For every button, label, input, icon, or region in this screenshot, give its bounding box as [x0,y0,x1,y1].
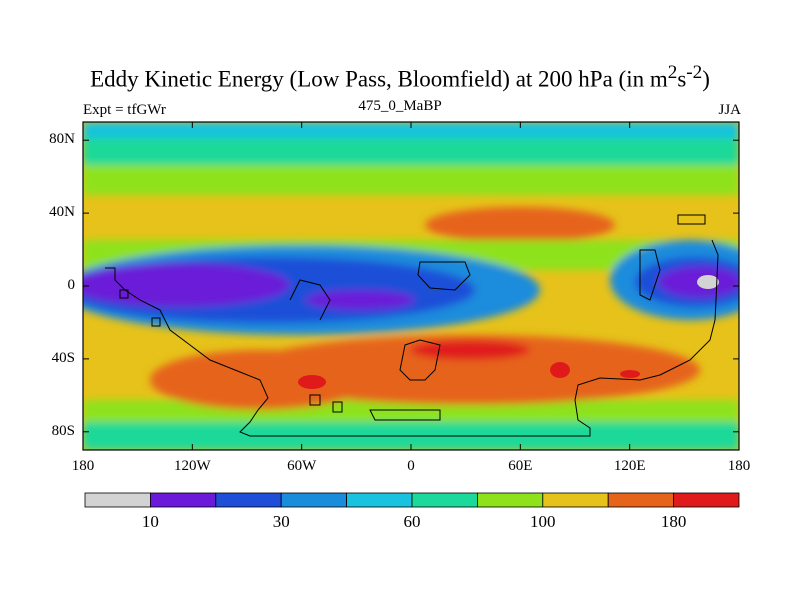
coastline-path-b [289,279,331,321]
x-tick-label: 120W [173,458,211,474]
colorbar-swatch [149,492,217,508]
colorbar-swatch [280,492,348,508]
y-tick-label: 80S [51,422,75,439]
south-maximum-central [410,340,530,360]
season-label: JJA [718,102,741,118]
colorbar-tick-label: 100 [530,512,556,531]
contour-field [83,122,739,450]
x-tick-label: 0 [407,458,415,474]
y-tick-label: 0 [67,277,76,293]
colorbar-swatch [673,492,740,508]
south-maximum-far-east [620,370,640,378]
x-tick-label: 180 [727,458,751,474]
colorbar [84,492,740,508]
colorbar-swatch [542,492,609,508]
x-tick-label: 60W [287,458,317,474]
band-north-mid [83,165,739,195]
tropical-minimum-central [305,290,415,310]
colorbar-swatch [411,492,478,508]
south-maximum-west [298,375,326,389]
coastline-path-e [309,394,321,406]
x-tick-label: 180 [71,458,95,474]
tropical-minimum-core [697,275,719,289]
colorbar-tick-label: 180 [660,512,687,531]
south-maximum-east [550,362,570,378]
x-tick-label: 60E [508,458,533,474]
y-tick-label: 40N [49,204,75,221]
coastline-path-j [151,317,161,327]
colorbar-tick-label: 60 [403,512,421,531]
coastline-path-a [105,239,719,437]
plot-title-main: Eddy Kinetic Energy (Low Pass, Bloomfiel… [90,66,668,92]
colorbar-tick-label: 30 [272,512,290,531]
experiment-label: Expt = tfGWr [83,102,166,118]
band-north-high [83,138,739,168]
colorbar-swatch [84,492,151,508]
y-axis-ticks [83,139,739,433]
y-tick-label: 80N [49,131,75,148]
coastline-path-h [639,249,661,301]
coastline-path-d [369,409,441,421]
coastline-path-f [332,401,343,413]
plot-title-end: ) [702,66,710,92]
coastline-path-i [417,261,471,291]
colorbar-tick-label: 10 [141,512,159,531]
coastline-path-c [399,339,441,381]
plot-title-sup1: 2 [667,62,678,83]
north-jet-core [425,207,615,243]
plot-title-mid: s [677,66,687,92]
coastlines [105,214,719,437]
colorbar-swatch [215,492,282,508]
coastline-path-k [119,289,129,299]
contour-bands [83,122,739,450]
run-label: 475_0_MaBP [358,98,442,114]
plot-title: Eddy Kinetic Energy (Low Pass, Bloomfiel… [0,62,800,93]
colorbar-swatch [476,492,544,508]
plot-title-sup2: -2 [686,62,703,83]
coastline-path-g [677,214,706,225]
tropical-minimum-west [83,263,290,307]
colorbar-swatch [607,492,675,508]
colorbar-swatch [346,492,413,508]
x-tick-label: 120E [613,458,646,474]
x-axis-ticks [82,122,740,450]
y-tick-label: 40S [51,349,75,366]
